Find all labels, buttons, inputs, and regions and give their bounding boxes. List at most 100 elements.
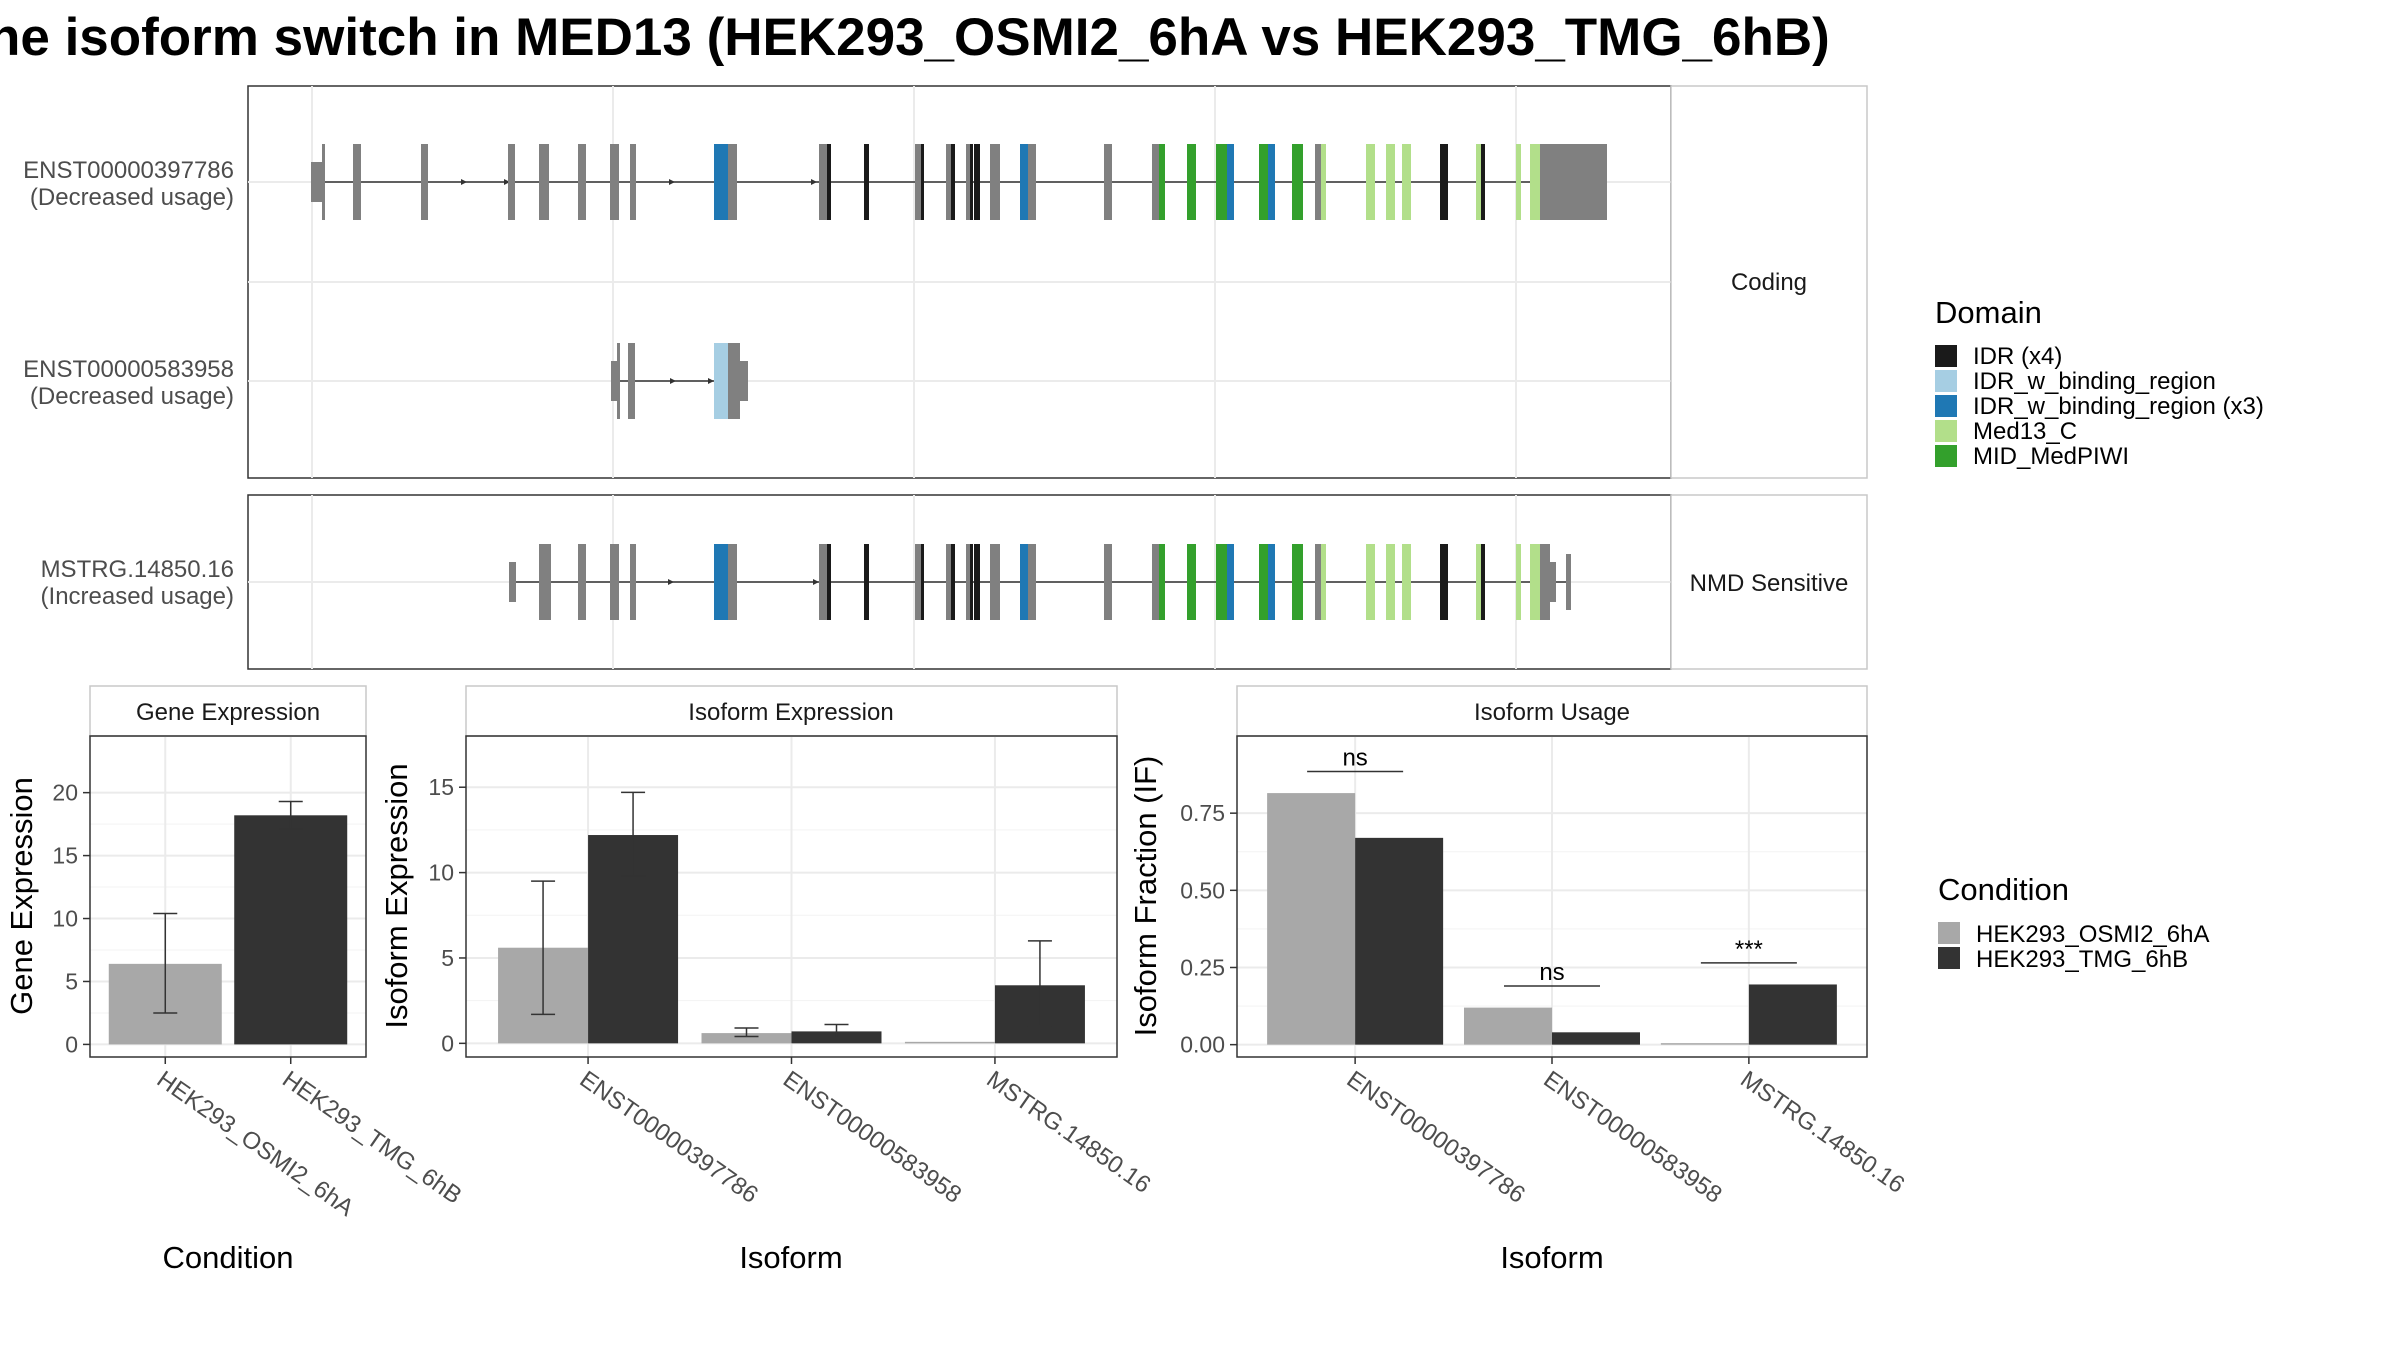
isoform-expression-title: Isoform Expression (688, 699, 893, 726)
exon (1020, 544, 1028, 620)
exon (322, 144, 325, 220)
exon (539, 144, 549, 220)
bar-ENST00000397786-HEK293_TMG_6hB (1355, 837, 1444, 1045)
legend-label-condA: HEK293_OSMI2_6hA (1976, 921, 2209, 948)
isoform-expression-errorbars (531, 791, 1052, 1039)
exon (1259, 144, 1268, 220)
exon (921, 144, 924, 220)
strand-arrow (668, 579, 674, 585)
exon (990, 544, 1000, 620)
exon (1540, 144, 1550, 220)
exon (1227, 544, 1234, 620)
strand-arrow (670, 378, 676, 384)
isoform-expression-x-axis: ENST00000397786 ENST00000583958 MSTRG.1485… (575, 1057, 1155, 1209)
tx2-id-label: ENST00000583958 (23, 356, 234, 383)
significance-label: *** (1735, 936, 1763, 963)
exon (714, 144, 730, 220)
y-tick-label: 0.00 (1180, 1032, 1225, 1058)
legend-key-condA (1938, 922, 1960, 944)
exon (1366, 544, 1375, 620)
exon (951, 544, 955, 620)
y-tick-label: 0 (65, 1031, 78, 1057)
legend-key-mid-medpiwi (1935, 445, 1957, 467)
exon (1366, 144, 1375, 220)
exon (508, 144, 515, 220)
legend-label-condB: HEK293_TMG_6hB (1976, 946, 2188, 973)
nmd-strip (1670, 494, 1868, 670)
exon (1227, 144, 1234, 220)
exon (1259, 544, 1268, 620)
bar-MSTRG.14850.16-HEK293_OSMI2_6hA (1660, 1043, 1749, 1045)
exon (1386, 144, 1395, 220)
exon (819, 544, 829, 620)
y-tick-label: 0.25 (1180, 954, 1225, 980)
bar-MSTRG.14850.16-HEK293_OSMI2_6hA (904, 1041, 995, 1044)
tx3-usage-label: (Increased usage) (41, 583, 234, 610)
y-tick-label: 15 (52, 843, 78, 869)
exon (970, 544, 973, 620)
exon (1159, 544, 1165, 620)
exon (864, 144, 869, 220)
exon (1104, 144, 1112, 220)
condition-legend: Condition HEK293_OSMI2_6hA HEK293_TMG_6h… (1938, 872, 2209, 973)
exon (628, 343, 635, 419)
strand-arrow (669, 179, 675, 185)
isoform-usage-bars (1267, 793, 1837, 1045)
significance-label: ns (1342, 744, 1367, 771)
isoform-usage-chart: Isoform Usage ns ns *** 0.00 0.25 0.50 0.75 E… (1128, 685, 1909, 1275)
legend-key-med13c (1935, 420, 1957, 442)
exon (1020, 144, 1028, 220)
exon (1159, 144, 1165, 220)
y-tick-label: 20 (52, 780, 78, 806)
gene-expression-bars (108, 815, 348, 1045)
exon (921, 544, 924, 620)
legend-label-med13c: Med13_C (1973, 418, 2077, 445)
gene-expression-plot-frame (89, 735, 367, 1058)
exon (1530, 144, 1540, 220)
exon (617, 343, 620, 419)
x-tick-label: ENST00000583958 (778, 1066, 966, 1209)
legend-key-condB (1938, 947, 1960, 969)
exon (509, 562, 516, 602)
exon (578, 544, 586, 620)
exon (1402, 144, 1411, 220)
gene-expression-xlabel: Condition (163, 1240, 294, 1275)
exon (728, 343, 740, 419)
legend-key-idr (1935, 345, 1957, 367)
exon (990, 144, 1000, 220)
exon (578, 144, 586, 220)
legend-label-idr-binding: IDR_w_binding_region (1973, 368, 2216, 395)
gene-expression-errorbars (153, 800, 303, 1014)
exon (611, 361, 618, 401)
strand-arrow (811, 179, 817, 185)
exon (1550, 562, 1556, 602)
nmd-strip-label: NMD Sensitive (1690, 570, 1849, 597)
transcript-MSTRG.14850.16 (509, 544, 1571, 620)
exon (740, 361, 748, 401)
structure-panel: Coding NMD Sensitive ENST00000397786 (De… (23, 85, 1868, 670)
exon (728, 144, 737, 220)
exon (728, 544, 737, 620)
exon (1386, 544, 1395, 620)
exon (1292, 144, 1303, 220)
exon (1315, 544, 1321, 620)
condition-legend-title: Condition (1938, 872, 2069, 907)
exon (970, 144, 973, 220)
bar-MSTRG.14850.16-HEK293_TMG_6hB (1748, 984, 1837, 1045)
domain-legend: Domain IDR (x4) IDR_w_binding_region IDR… (1935, 295, 2264, 470)
legend-label-idr: IDR (x4) (1973, 343, 2062, 370)
exon (915, 144, 923, 220)
exon (1152, 144, 1159, 220)
exon (1440, 144, 1448, 220)
exon (630, 544, 636, 620)
bar-ENST00000583958-HEK293_OSMI2_6hA (701, 1033, 792, 1044)
exon (1104, 544, 1112, 620)
exon (1540, 544, 1550, 620)
exon (1476, 144, 1483, 220)
exon (946, 544, 952, 620)
x-tick-label: MSTRG.14850.16 (1735, 1066, 1909, 1199)
bar-HEK293_TMG_6hB-HEK293_TMG_6hB (234, 815, 348, 1045)
exon (1028, 544, 1036, 620)
y-tick-label: 10 (52, 906, 78, 932)
exon (1481, 144, 1485, 220)
